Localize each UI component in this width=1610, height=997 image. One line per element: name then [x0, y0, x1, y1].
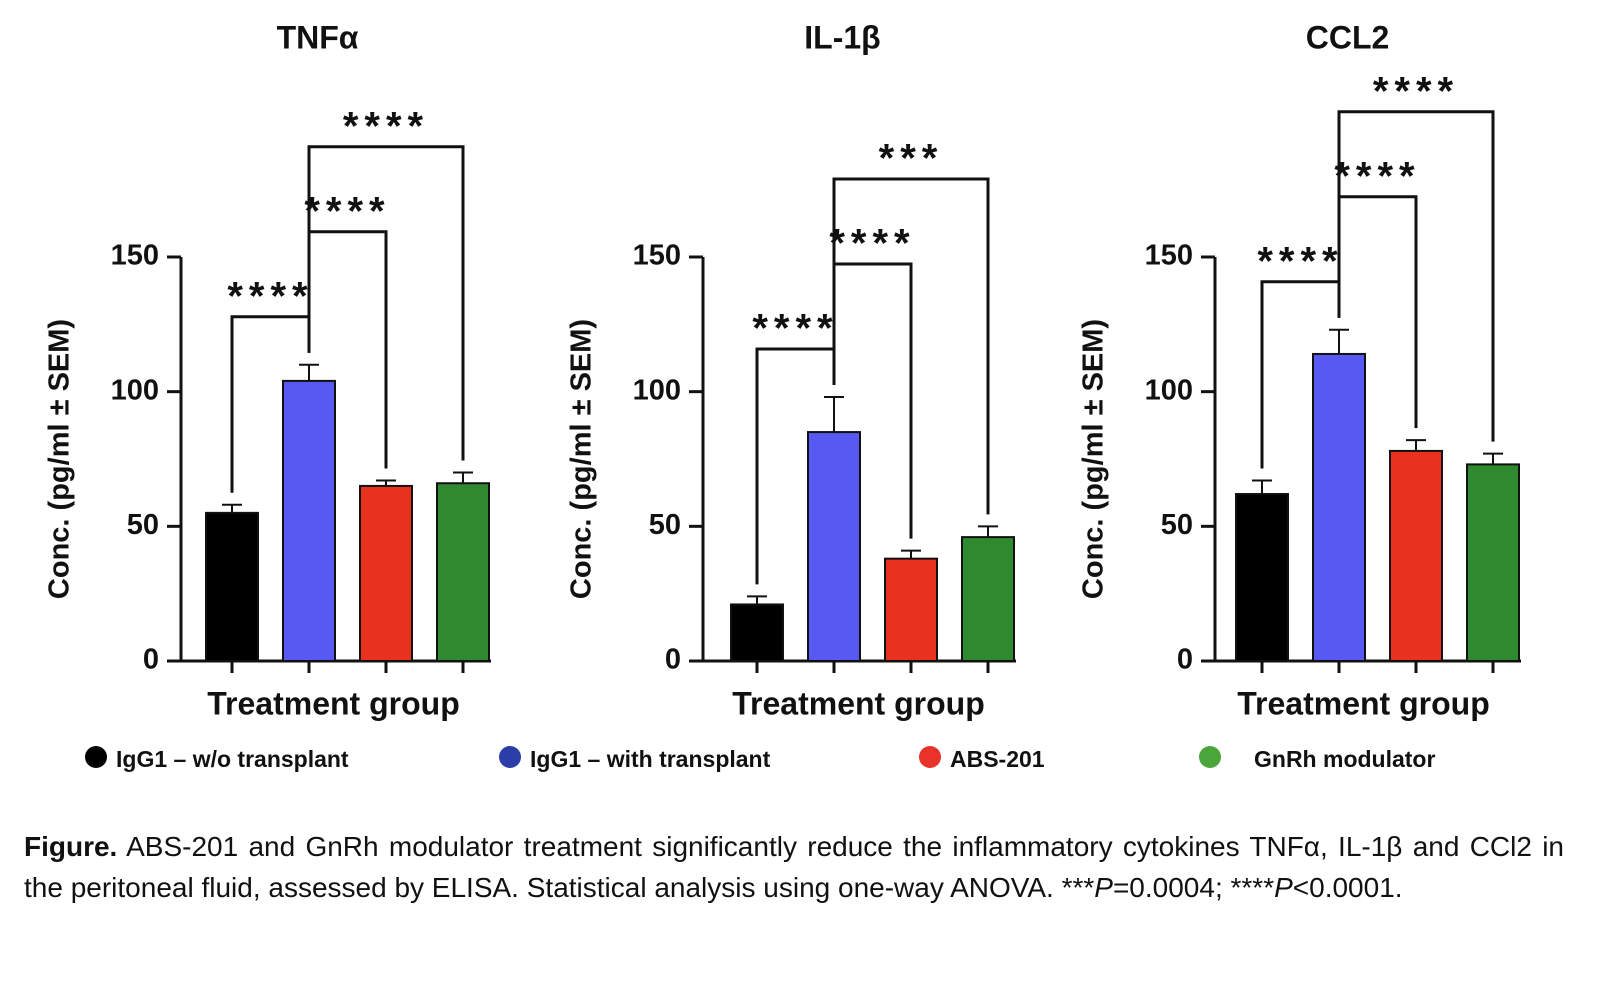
- y-tick-label: 0: [665, 644, 681, 676]
- significance-label: ****: [829, 222, 915, 266]
- chart: TNFα Conc. (pg/ml ± SEM) Treatment group 0 5…: [44, 19, 1521, 772]
- bar: [961, 536, 1015, 663]
- bar: [1312, 352, 1366, 662]
- legend-marker: [85, 746, 107, 768]
- x-axis-label: Treatment group: [207, 685, 459, 721]
- y-tick-label: 150: [111, 240, 159, 272]
- legend-marker: [919, 746, 941, 768]
- bar: [205, 511, 259, 662]
- legend-marker: [1199, 746, 1221, 768]
- y-tick-label: 100: [111, 374, 159, 406]
- caption-label: Figure.: [24, 831, 118, 862]
- x-axis-label: Treatment group: [732, 685, 984, 721]
- chart-title: IL-1β: [804, 19, 880, 55]
- significance-label: ****: [752, 307, 838, 351]
- significance-bracket: [307, 145, 465, 461]
- bar: [359, 484, 413, 662]
- y-tick-label: 150: [1145, 240, 1193, 272]
- caption-text: P: [1274, 872, 1293, 903]
- chart-title: TNFα: [277, 19, 359, 55]
- bar: [436, 482, 490, 662]
- bar: [1466, 463, 1520, 662]
- legend-label: ABS-201: [950, 746, 1045, 772]
- legend-label: IgG1 – with transplant: [530, 746, 771, 772]
- bar: [1389, 449, 1443, 663]
- bar: [1235, 493, 1289, 662]
- legend-label: IgG1 – w/o transplant: [116, 746, 349, 772]
- y-axis-label: Conc. (pg/ml ± SEM): [566, 319, 598, 599]
- significance-bracket: [1337, 110, 1495, 442]
- caption-text: ABS-201 and GnRh modulator treatment sig…: [24, 831, 1565, 903]
- y-tick-label: 50: [1161, 509, 1193, 541]
- caption-text: =0.0004; ****: [1112, 872, 1275, 903]
- significance-label: ****: [304, 189, 390, 233]
- bar: [730, 603, 784, 663]
- legend-label: GnRh modulator: [1254, 746, 1435, 772]
- y-axis-label: Conc. (pg/ml ± SEM): [1078, 319, 1110, 599]
- significance-label: ****: [1373, 69, 1459, 113]
- bar: [282, 379, 336, 662]
- bar: [807, 431, 861, 663]
- caption-text: P: [1094, 872, 1113, 903]
- bar: [884, 557, 938, 662]
- caption-text: <0.0001.: [1292, 872, 1403, 903]
- y-tick-label: 50: [649, 509, 681, 541]
- significance-label: ****: [343, 104, 429, 148]
- y-tick-label: 150: [633, 240, 681, 272]
- chart-title: CCL2: [1306, 19, 1390, 55]
- significance-label: ***: [879, 137, 944, 181]
- caption: Figure. ABS-201 and GnRh modulator treat…: [24, 826, 1564, 908]
- y-tick-label: 0: [143, 644, 159, 676]
- significance-bracket: [832, 177, 990, 515]
- significance-label: ****: [227, 274, 313, 318]
- legend-marker: [499, 746, 521, 768]
- y-tick-label: 100: [1145, 374, 1193, 406]
- significance-label: ****: [1334, 154, 1420, 198]
- y-axis-label: Conc. (pg/ml ± SEM): [44, 319, 76, 599]
- x-axis-label: Treatment group: [1237, 685, 1489, 721]
- y-tick-label: 100: [633, 374, 681, 406]
- y-tick-label: 0: [1177, 644, 1193, 676]
- y-tick-label: 50: [127, 509, 159, 541]
- significance-label: ****: [1257, 239, 1343, 283]
